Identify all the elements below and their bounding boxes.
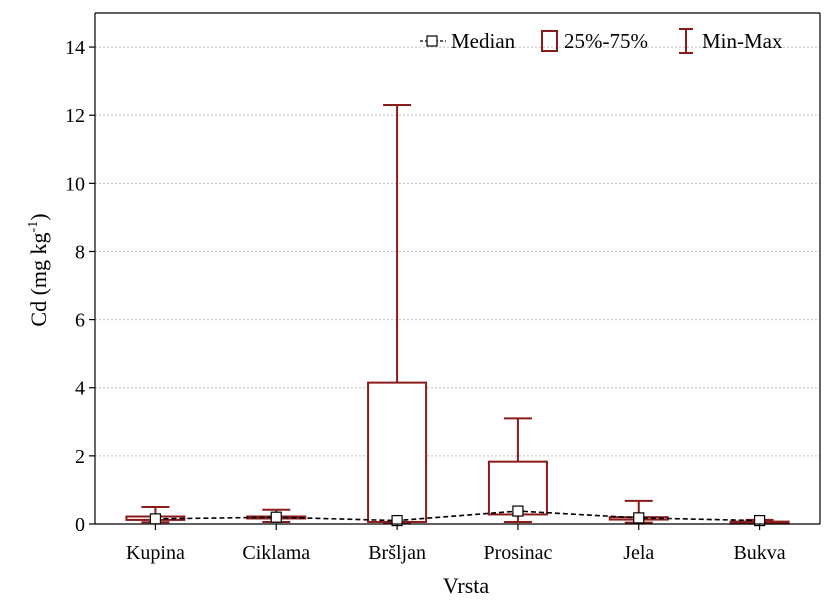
legend-median-label: Median	[451, 29, 516, 53]
median-line	[155, 510, 760, 522]
legend-whisker-label: Min-Max	[702, 29, 783, 53]
x-tick-label: Bršljan	[368, 542, 426, 564]
y-axis-title: Cd (mg kg-1)	[26, 213, 51, 326]
median-marker	[270, 511, 282, 523]
median-marker	[149, 513, 162, 525]
legend-median-marker	[426, 35, 438, 47]
x-tick-label: Bukva	[733, 542, 785, 564]
legend-box-label: 25%-75%	[564, 29, 648, 53]
y-tick-label: 2	[75, 446, 85, 468]
legend-box-marker	[541, 30, 558, 52]
iqr-box	[367, 381, 428, 523]
x-tick-label: Ciklama	[242, 542, 310, 564]
y-tick-label: 12	[65, 105, 85, 127]
box-group-bršljan	[367, 103, 428, 524]
x-tick-label: Prosinac	[483, 542, 552, 564]
grid-lines	[95, 46, 820, 457]
y-tick-label: 10	[65, 173, 85, 195]
y-axis-title-sup: -1	[26, 221, 41, 233]
y-tick-label: 8	[75, 241, 85, 263]
y-tick-label: 6	[75, 310, 85, 332]
median-marker	[633, 512, 645, 524]
x-tick-label: Kupina	[126, 542, 185, 564]
y-tick-label: 0	[75, 514, 85, 536]
y-axis-title-end: )	[26, 213, 51, 220]
x-tick-label: Jela	[623, 542, 654, 564]
x-axis-title: Vrsta	[443, 573, 490, 598]
legend: Median 25%-75% Min-Max	[420, 28, 783, 54]
y-tick-label: 14	[65, 37, 85, 59]
axes: 0 2 4 6 8 10 12 14 Kupina Ciklama Bršljan Prosinac J…	[65, 12, 821, 564]
y-tick-label: 4	[75, 378, 85, 400]
median-marker	[512, 505, 524, 517]
y-axis-title-main: Cd (mg kg	[26, 232, 51, 326]
plot-area	[125, 103, 790, 527]
